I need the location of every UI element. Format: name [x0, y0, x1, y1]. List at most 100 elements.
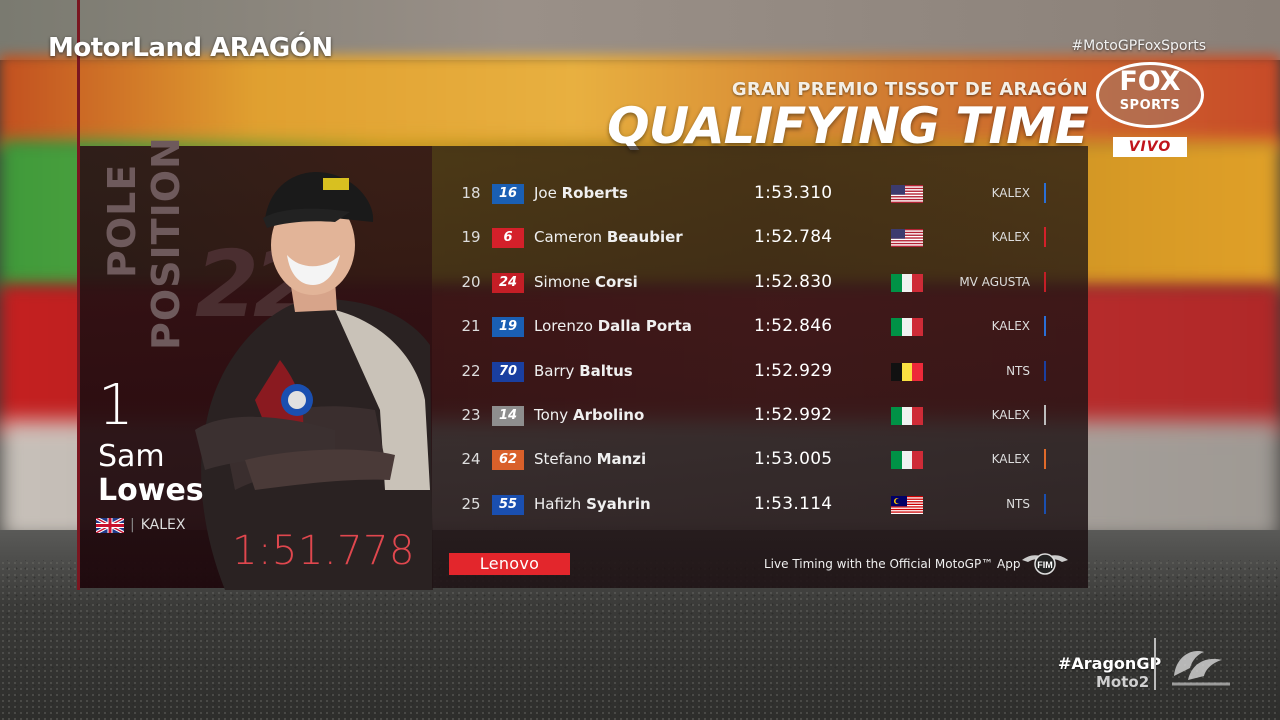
team-color-bar — [1044, 316, 1046, 337]
rider-last-name: Roberts — [561, 184, 628, 202]
us-flag-icon — [891, 229, 923, 248]
lap-time: 1:52.830 — [754, 271, 833, 292]
rider-last-name: Arbolino — [572, 406, 645, 424]
rider-name: Simone Corsi — [534, 260, 638, 304]
separator: | — [130, 517, 135, 533]
accent-line — [77, 0, 80, 590]
lap-time: 1:52.929 — [754, 360, 833, 381]
result-row: 24 62 Stefano Manzi 1:53.005 KALEX — [432, 437, 1088, 481]
rider-first-name: Simone — [534, 272, 591, 291]
lap-time: 1:53.310 — [754, 183, 833, 203]
lap-time: 1:53.114 — [754, 493, 833, 514]
pole-last-name: Lowes — [98, 473, 204, 508]
result-position: 19 — [461, 228, 481, 247]
pole-rank: 1 — [98, 373, 134, 438]
event-title: GRAN PREMIO TISSOT DE ARAGÓN — [731, 79, 1088, 100]
rider-first-name: Tony — [534, 406, 569, 424]
lap-time: 1:53.005 — [754, 449, 833, 470]
pole-team: KALEX — [140, 517, 186, 533]
it-flag-icon — [891, 273, 923, 292]
rider-name: Tony Arbolino — [534, 393, 644, 437]
gb-flag-icon — [96, 517, 124, 533]
result-row: 23 14 Tony Arbolino 1:52.992 KALEX — [432, 393, 1088, 437]
rider-last-name: Syahrin — [586, 494, 651, 513]
fox-logo-line1: FOX — [1119, 66, 1181, 97]
it-flag-icon — [891, 318, 923, 337]
rider-number-badge: 55 — [492, 494, 524, 515]
rider-first-name: Barry — [534, 361, 575, 380]
result-row: 19 6 Cameron Beaubier 1:52.784 KALEX — [432, 215, 1088, 259]
lap-time: 1:52.992 — [754, 405, 833, 425]
rider-number-badge: 62 — [492, 450, 524, 471]
pole-team-row: | KALEX — [96, 517, 185, 533]
rider-number-badge: 24 — [492, 272, 524, 293]
rider-first-name: Lorenzo — [534, 317, 593, 336]
rider-first-name: Joe — [534, 184, 557, 202]
live-badge: VIVO — [1113, 137, 1187, 157]
team-name: NTS — [1006, 363, 1030, 378]
live-timing-note: Live Timing with the Official MotoGP™ Ap… — [764, 557, 1021, 571]
team-name: KALEX — [991, 452, 1030, 467]
result-position: 20 — [461, 272, 481, 291]
it-flag-icon — [891, 451, 923, 470]
position-word: POSITION — [144, 136, 188, 350]
result-position: 21 — [461, 317, 481, 336]
team-color-bar — [1044, 183, 1046, 203]
rider-number-badge: 19 — [492, 317, 524, 338]
rider-last-name: Baltus — [579, 361, 633, 380]
rider-number-badge: 6 — [492, 228, 524, 249]
hashtag-bottom: #AragonGP — [1058, 654, 1162, 673]
result-row: 18 16 Joe Roberts 1:53.310 KALEX — [432, 171, 1088, 215]
team-color-bar — [1044, 405, 1046, 425]
pole-first-name: Sam — [98, 439, 165, 474]
rider-last-name: Corsi — [595, 272, 638, 291]
rider-name: Lorenzo Dalla Porta — [534, 304, 692, 348]
results-panel — [432, 146, 1088, 588]
team-name: KALEX — [991, 408, 1030, 422]
venue-title: MotorLand ARAGÓN — [48, 33, 333, 63]
team-name: KALEX — [991, 230, 1030, 245]
lap-time: 1:52.846 — [754, 316, 833, 337]
result-row: 21 19 Lorenzo Dalla Porta 1:52.846 KALEX — [432, 304, 1088, 348]
team-name: NTS — [1006, 496, 1030, 511]
team-color-bar — [1044, 271, 1046, 292]
result-row: 25 55 Hafizh Syahrin 1:53.114 NTS — [432, 482, 1088, 526]
team-name: KALEX — [991, 319, 1030, 334]
be-flag-icon — [891, 362, 923, 381]
rider-first-name: Stefano — [534, 450, 592, 469]
rider-last-name: Beaubier — [606, 228, 683, 247]
fox-sports-logo: FOX SPORTS — [1096, 62, 1204, 128]
result-position: 24 — [461, 450, 481, 469]
rider-first-name: Cameron — [534, 228, 603, 247]
result-position: 23 — [461, 406, 481, 424]
us-flag-icon — [891, 185, 923, 203]
team-name: MV AGUSTA — [959, 274, 1030, 289]
rider-number-badge: 70 — [492, 361, 524, 382]
rider-photo — [195, 172, 433, 590]
pole-position-label: POLE POSITION — [98, 136, 188, 350]
my-flag-icon — [891, 495, 923, 514]
rider-first-name: Hafizh — [534, 494, 582, 513]
lap-time: 1:52.784 — [754, 227, 833, 248]
result-row: 22 70 Barry Baltus 1:52.929 NTS — [432, 349, 1088, 393]
result-row: 20 24 Simone Corsi 1:52.830 MV AGUSTA — [432, 260, 1088, 304]
fox-logo-line2: SPORTS — [1119, 98, 1181, 113]
rider-name: Stefano Manzi — [534, 437, 646, 481]
result-position: 22 — [461, 361, 481, 380]
it-flag-icon — [891, 407, 923, 425]
team-name: KALEX — [991, 186, 1030, 200]
pole-time: 1:51.778 — [232, 528, 415, 574]
rider-last-name: Manzi — [596, 450, 647, 469]
category-label: Moto2 — [1096, 673, 1150, 691]
rider-name: Barry Baltus — [534, 349, 633, 393]
rider-name: Joe Roberts — [534, 171, 628, 215]
team-color-bar — [1044, 449, 1046, 470]
result-position: 25 — [461, 494, 481, 513]
team-color-bar — [1044, 360, 1046, 381]
rider-last-name: Dalla Porta — [597, 317, 692, 336]
team-color-bar — [1044, 227, 1046, 248]
team-color-bar — [1044, 493, 1046, 514]
rider-number-badge: 14 — [492, 406, 524, 426]
session-title: QUALIFYING TIME — [607, 97, 1089, 155]
fim-logo-icon: FIM — [1022, 553, 1068, 575]
